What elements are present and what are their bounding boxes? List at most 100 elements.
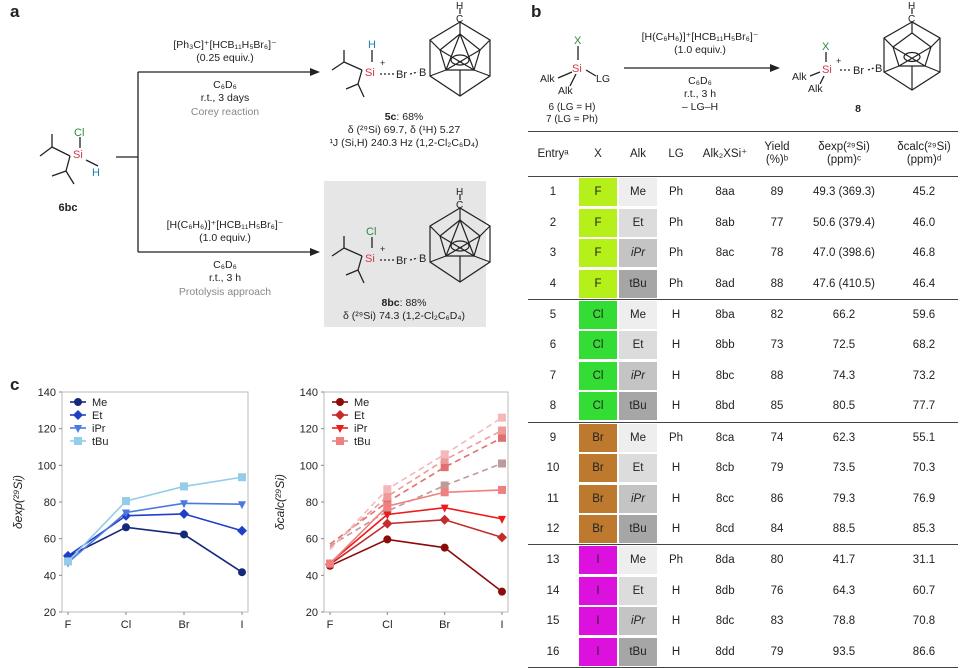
series-point-ipr bbox=[383, 511, 392, 520]
table-row: 13 I Me Ph 8da 80 41.7 31.1 bbox=[528, 544, 958, 576]
cell-alk: Me bbox=[618, 421, 658, 453]
legend-marker bbox=[336, 398, 344, 406]
y-tick-label: 40 bbox=[44, 570, 56, 582]
top-product-br: Br bbox=[396, 69, 407, 81]
cell-alk: tBu bbox=[618, 636, 658, 668]
dashed-series-line bbox=[329, 437, 503, 545]
top-product-plus: + bbox=[380, 58, 385, 68]
reactant-label: 6bc bbox=[59, 202, 78, 214]
cell-dcalc: 86.6 bbox=[890, 636, 958, 668]
y-tick-label: 100 bbox=[300, 460, 318, 472]
cell-compound: 8ba bbox=[694, 298, 756, 330]
b-product-br: Br bbox=[853, 65, 864, 77]
dashed-series-line bbox=[329, 429, 503, 549]
dashed-series-point bbox=[498, 426, 506, 435]
legend-entry: Et bbox=[92, 410, 102, 422]
cell-lg: H bbox=[671, 339, 681, 352]
cell-compound: 8dd bbox=[694, 636, 756, 668]
cage-top-h: H bbox=[456, 1, 463, 12]
series-point-et bbox=[382, 518, 393, 529]
bottom-product-nmr: δ (²⁹Si) 74.3 (1,2-Cl₂C₆D₄) bbox=[343, 310, 465, 322]
y-tick-label: 120 bbox=[38, 424, 56, 436]
series-line-ipr bbox=[329, 506, 503, 564]
panel-b-scheme: X Si Alk Alk LG 6 (LG = H) 7 (LG = Ph) [… bbox=[540, 1, 941, 125]
cell-dcalc: 70.8 bbox=[912, 615, 936, 628]
cell-yield: 80 bbox=[756, 544, 798, 576]
cell-compound: 8cb bbox=[715, 462, 735, 475]
cell-yield: 73 bbox=[770, 339, 784, 352]
cell-yield: 85 bbox=[770, 400, 784, 413]
x-tick-label: F bbox=[327, 619, 334, 631]
cell-lg: H bbox=[671, 369, 681, 382]
table-row: 1 F Me Ph 8aa 89 49.3 (369.3) 45.2 bbox=[528, 177, 958, 208]
series-point-me bbox=[122, 523, 130, 532]
cell-alk: tBu bbox=[618, 391, 658, 422]
bottom-product-label: 8bc: 88% bbox=[382, 297, 427, 309]
dashed-series-point bbox=[440, 455, 449, 464]
header-yield: Yield (%)ᵇ bbox=[756, 131, 798, 177]
cell-x: F bbox=[578, 238, 618, 269]
cell-alk: Me bbox=[618, 544, 658, 576]
panel-b-label: b bbox=[531, 2, 542, 21]
top-product-h: H bbox=[368, 39, 376, 51]
cell-lg: H bbox=[658, 636, 694, 668]
cell-alk: Et bbox=[618, 453, 658, 484]
cell-dcalc: 31.1 bbox=[890, 544, 958, 576]
cell-dexp: 93.5 bbox=[798, 636, 890, 668]
b-product-alk1: Alk bbox=[792, 71, 807, 83]
top-conditions: r.t., 3 days bbox=[201, 92, 249, 104]
header-x: X bbox=[578, 131, 618, 177]
cell-dcalc: 55.1 bbox=[890, 421, 958, 453]
cell-entry: 1 bbox=[549, 186, 557, 199]
cell-lg: H bbox=[658, 298, 694, 330]
cell-compound: 8ab bbox=[715, 216, 735, 229]
legend-entry: Et bbox=[354, 410, 364, 422]
y-tick-label: 60 bbox=[44, 534, 56, 546]
cell-entry: 12 bbox=[546, 523, 560, 536]
svg-text:–: – bbox=[458, 57, 463, 66]
cell-entry: 4 bbox=[549, 277, 557, 290]
bottom-solvent: C₆D₆ bbox=[213, 259, 237, 271]
cell-dexp: 74.3 bbox=[832, 369, 856, 382]
cell-lg: H bbox=[671, 523, 681, 536]
y-tick-label: 60 bbox=[306, 534, 318, 546]
b-product-alk2: Alk bbox=[808, 83, 823, 95]
legend-entry: tBu bbox=[354, 436, 371, 448]
b-reactant-x: X bbox=[574, 35, 582, 47]
cage-top-c: C bbox=[456, 14, 463, 25]
y-tick-label: 80 bbox=[44, 497, 56, 509]
legend-entry: iPr bbox=[354, 423, 368, 435]
cell-compound: 8bb bbox=[715, 339, 735, 352]
series-point-et bbox=[237, 525, 247, 536]
cell-yield: 84 bbox=[770, 523, 784, 536]
cell-entry: 7 bbox=[549, 369, 557, 382]
y-tick-label: 140 bbox=[300, 387, 318, 399]
header-dexp: δexp(²⁹Si) (ppm)ᶜ bbox=[798, 131, 890, 177]
cell-x: I bbox=[578, 575, 618, 606]
legend-marker bbox=[74, 425, 82, 433]
top-solvent: C₆D₆ bbox=[213, 79, 237, 91]
cell-x: Br bbox=[578, 421, 618, 453]
series-point-me bbox=[238, 568, 246, 577]
table-row: 2 F Et Ph 8ab 77 50.6 (379.4) 46.0 bbox=[528, 207, 958, 238]
bottom-product-si: Si bbox=[365, 253, 375, 265]
x-tick-label: Cl bbox=[382, 619, 392, 631]
cell-dexp: 50.6 (379.4) bbox=[812, 216, 875, 229]
b-reactant-alk2: Alk bbox=[558, 85, 573, 97]
cell-dcalc: 45.2 bbox=[912, 186, 936, 199]
cell-dcalc: 73.2 bbox=[912, 369, 936, 382]
cell-yield: 79 bbox=[756, 636, 798, 668]
legend-marker bbox=[335, 410, 345, 420]
cell-yield: 83 bbox=[770, 615, 784, 628]
legend-marker bbox=[336, 437, 344, 445]
cell-entry: 2 bbox=[549, 216, 557, 229]
top-product-b: B bbox=[419, 67, 426, 79]
cell-lg: Ph bbox=[658, 421, 694, 453]
cell-lg: H bbox=[671, 400, 681, 413]
series-point-tbu bbox=[122, 497, 130, 506]
series-point-tbu bbox=[326, 559, 334, 568]
legend-marker bbox=[336, 425, 344, 433]
top-reagent: [Ph₃C]⁺[HCB₁₁H₅Br₆]⁻ bbox=[173, 39, 277, 51]
cell-entry: 3 bbox=[549, 247, 557, 260]
bottom-amount: (1.0 equiv.) bbox=[199, 232, 251, 244]
